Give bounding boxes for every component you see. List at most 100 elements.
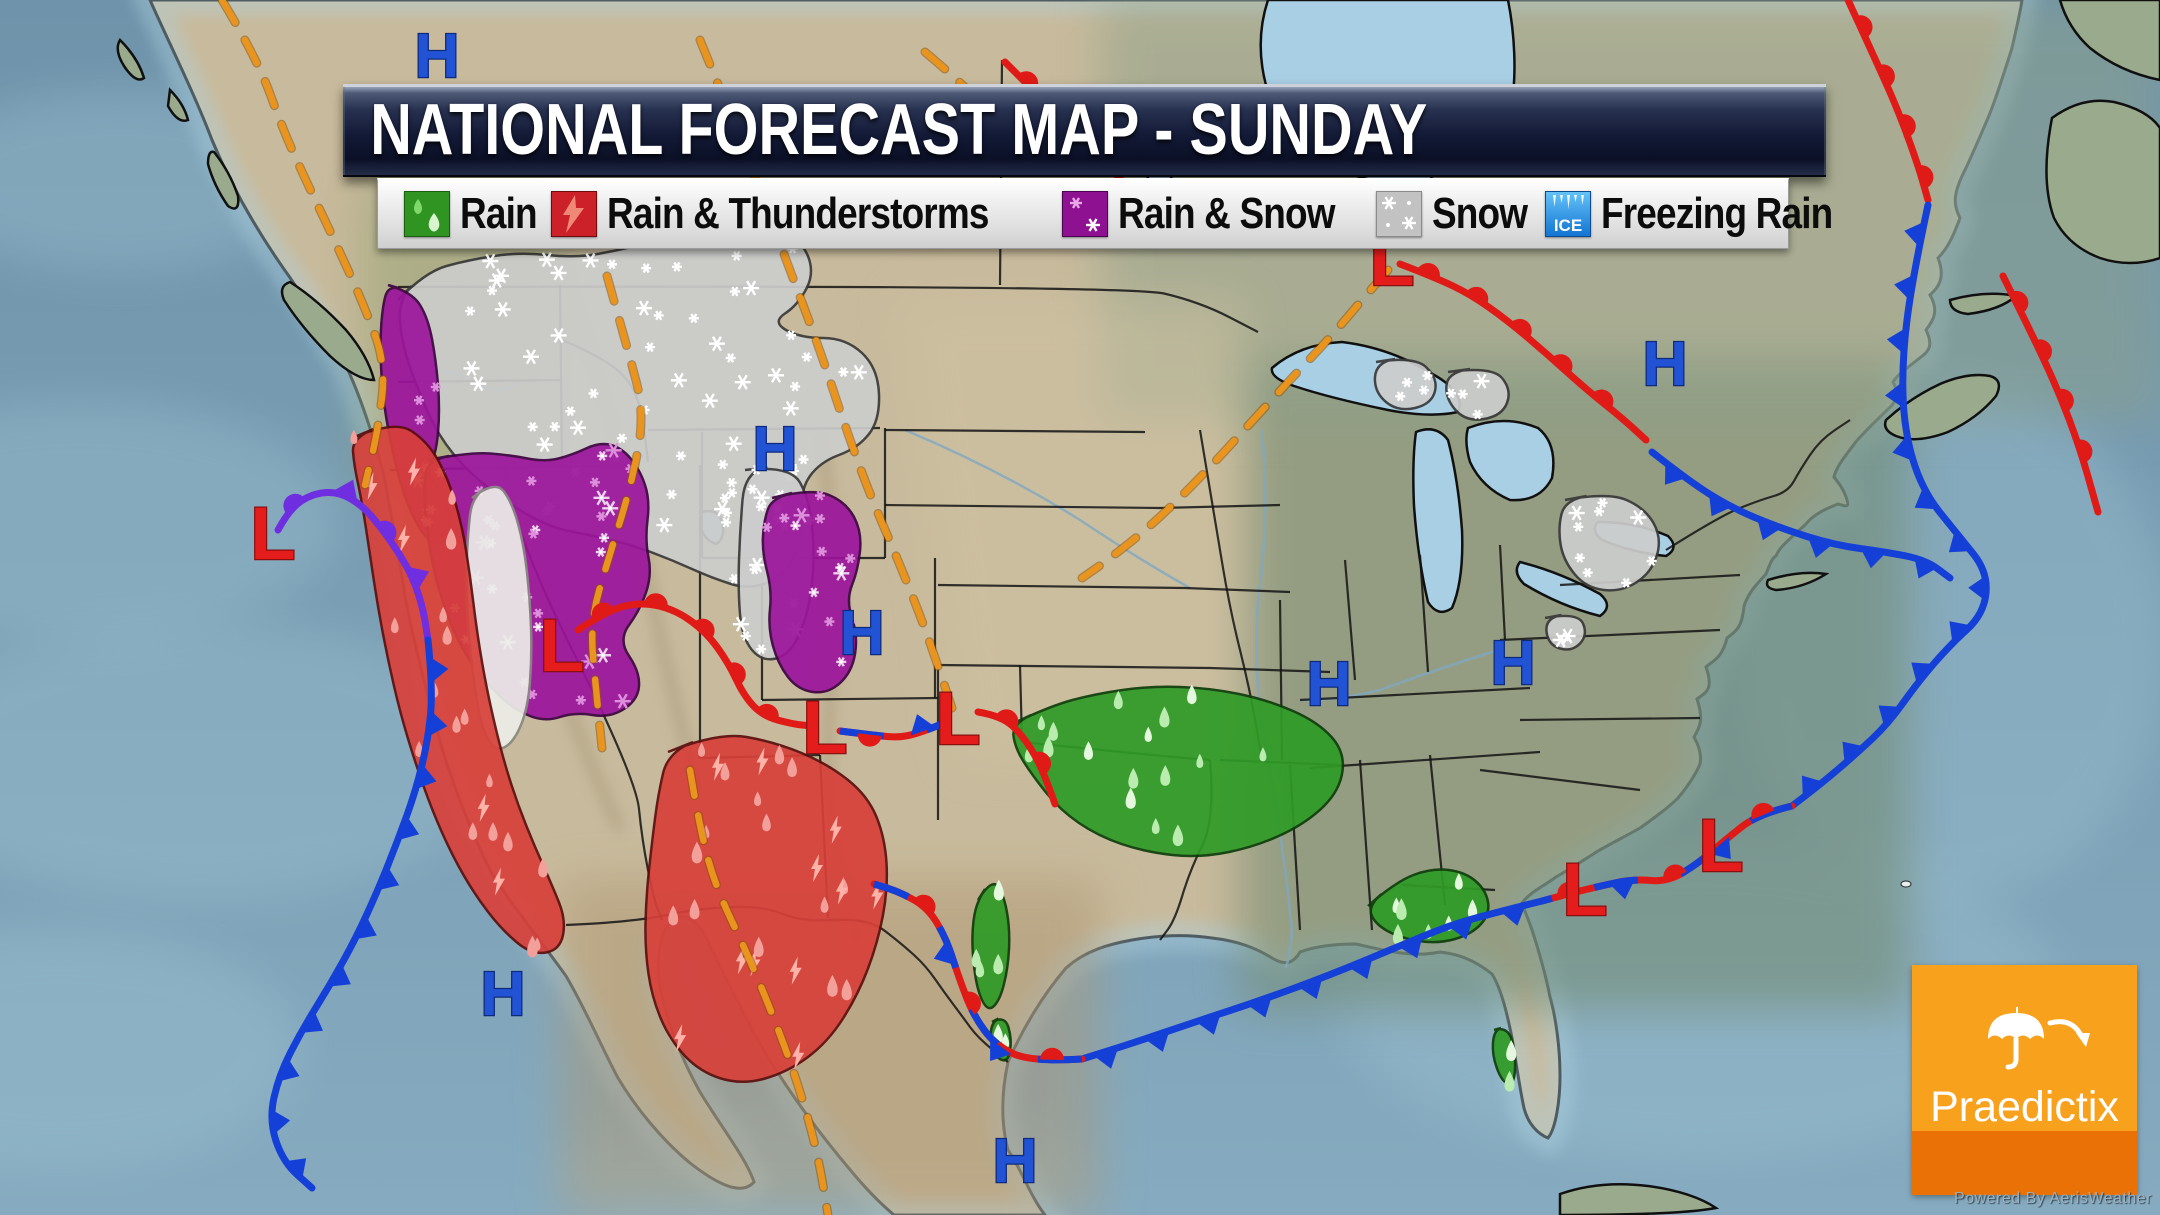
raindrop-glyph xyxy=(534,937,541,951)
trough-line xyxy=(686,766,832,1215)
stationary-front xyxy=(870,880,1086,1064)
low-pressure-marker: L xyxy=(250,492,295,575)
low-pressure-marker: L xyxy=(1562,848,1607,931)
snowflake-glyph xyxy=(1418,385,1429,396)
snowflake-glyph xyxy=(1457,389,1468,400)
snowflake-glyph xyxy=(565,406,576,417)
high-pressure-marker: H xyxy=(1643,330,1688,399)
snowflake-glyph xyxy=(614,693,631,709)
rain-snow-swatch-icon xyxy=(1060,190,1109,238)
island xyxy=(1765,571,1830,592)
snowflake-glyph xyxy=(488,272,505,289)
snowflake-glyph xyxy=(430,382,441,392)
snowflake-glyph xyxy=(747,484,758,495)
island xyxy=(2058,0,2160,82)
snowflake-glyph xyxy=(808,587,819,598)
snowflake-glyph xyxy=(550,327,567,344)
precip-area-snow xyxy=(1544,613,1587,651)
snowflake-glyph xyxy=(743,280,760,296)
snowflake-glyph xyxy=(717,459,728,470)
cold-front xyxy=(1788,201,1990,810)
legend-item-rain-snow: Rain & Snow xyxy=(1060,189,1376,239)
lightning-glyph xyxy=(756,747,769,776)
trough-line xyxy=(589,272,645,752)
lightning-glyph xyxy=(492,867,505,896)
raindrop-glyph xyxy=(448,489,456,505)
raindrop-glyph xyxy=(1467,899,1478,919)
title-bar: NATIONAL FORECAST MAP - SUNDAY xyxy=(343,84,1826,177)
snowflake-glyph xyxy=(1646,556,1657,566)
powered-by-credit: Powered By AerisWeather xyxy=(1954,1190,2152,1207)
island xyxy=(280,280,376,382)
snowflake-glyph xyxy=(816,546,827,557)
raindrop-glyph xyxy=(486,773,493,788)
rain-swatch-icon xyxy=(403,190,451,238)
political-border xyxy=(1309,750,1541,770)
snowflake-glyph xyxy=(761,522,772,533)
occluded-front xyxy=(274,479,432,644)
legend-label: Snow xyxy=(1431,189,1528,238)
island xyxy=(2045,99,2160,265)
snowflake-glyph xyxy=(1574,552,1585,563)
svg-text:ICE: ICE xyxy=(1554,216,1582,235)
snowflake-glyph xyxy=(582,252,599,268)
political-border xyxy=(937,663,1211,670)
raindrop-glyph xyxy=(1504,1070,1515,1092)
snowflake-glyph xyxy=(605,442,622,458)
high-pressure-marker: H xyxy=(840,599,885,668)
lightning-glyph xyxy=(792,1041,805,1070)
raindrop-glyph xyxy=(753,936,764,958)
snowflake-glyph xyxy=(595,547,606,557)
snowflake-glyph xyxy=(570,420,587,436)
snowflake-glyph xyxy=(616,433,627,444)
snowflake-glyph xyxy=(550,265,567,281)
raindrop-glyph xyxy=(1037,715,1046,731)
island xyxy=(116,37,146,81)
snowflake-glyph xyxy=(494,301,511,317)
political-border xyxy=(1299,686,1531,702)
snowflake-glyph xyxy=(726,487,737,498)
snowflake-glyph xyxy=(482,253,499,269)
political-border xyxy=(1209,666,1331,674)
raindrop-glyph xyxy=(503,831,513,852)
snowflake-glyph xyxy=(414,415,425,425)
political-border xyxy=(1184,586,1291,594)
snowflake-glyph xyxy=(1582,567,1593,578)
raindrop-glyph xyxy=(439,606,447,623)
precip-area-rain xyxy=(1011,684,1345,858)
snowflake-glyph xyxy=(645,342,656,353)
warm-front xyxy=(1844,0,1934,204)
snowflake-glyph xyxy=(599,532,610,543)
snowflake-glyph xyxy=(1568,505,1585,521)
storm-swatch-icon xyxy=(550,190,599,238)
high-pressure-marker: H xyxy=(1307,650,1352,719)
raindrop-glyph xyxy=(350,429,358,445)
cold-front xyxy=(1648,448,1954,582)
precip-area-snow xyxy=(1445,367,1510,421)
snowflake-glyph xyxy=(836,656,847,667)
raindrop-glyph xyxy=(1506,1040,1517,1062)
snowflake-glyph xyxy=(790,520,801,531)
snowflake-glyph xyxy=(463,360,480,376)
snow-swatch-icon xyxy=(1374,190,1423,238)
snowflake-glyph xyxy=(756,644,767,655)
snowflake-glyph xyxy=(726,477,737,488)
raindrop-glyph xyxy=(668,905,679,926)
high-pressure-marker: H xyxy=(415,22,460,91)
raindrop-glyph xyxy=(1172,824,1184,847)
political-border xyxy=(884,428,1146,434)
raindrop-glyph xyxy=(452,715,461,733)
snowflake-glyph xyxy=(814,513,825,524)
logo-accent-strip xyxy=(1912,1131,2137,1195)
warm-front xyxy=(574,593,816,730)
low-pressure-marker: L xyxy=(935,677,980,760)
island xyxy=(1948,292,2019,316)
snowflake-glyph xyxy=(688,313,699,324)
legend-label: Rain & Thunderstorms xyxy=(607,189,989,238)
raindrop-glyph xyxy=(415,741,423,757)
warm-front xyxy=(1396,260,1650,444)
snowflake-glyph xyxy=(675,450,686,461)
lightning-glyph xyxy=(810,854,823,883)
